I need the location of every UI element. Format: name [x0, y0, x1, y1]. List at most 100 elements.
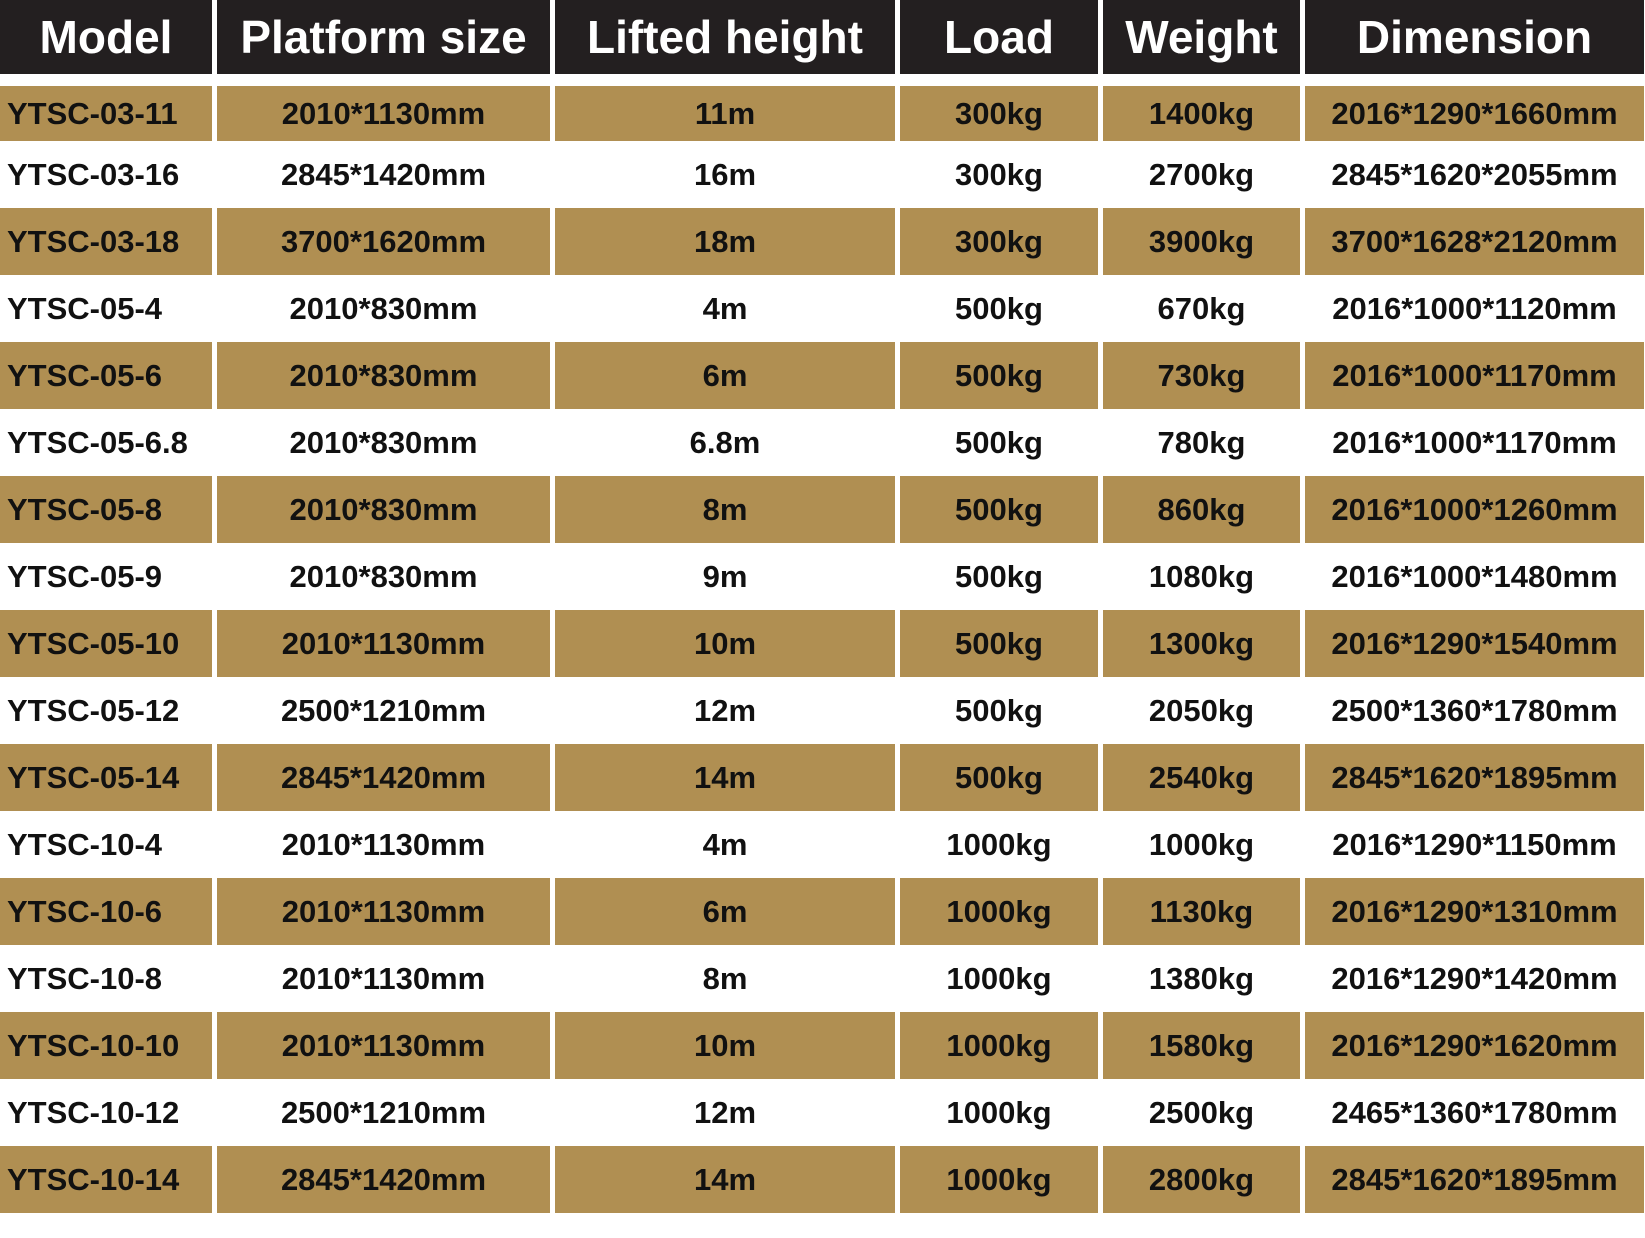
column-header: Dimension: [1305, 0, 1644, 74]
table-cell: 3700*1628*2120mm: [1305, 208, 1644, 275]
table-cell: 2016*1290*1660mm: [1305, 86, 1644, 141]
table-cell: 2500*1210mm: [280, 1094, 487, 1130]
table-cell: 8m: [555, 476, 895, 543]
column-header: Platform size: [217, 0, 550, 74]
table-cell: 2010*1130mm: [281, 826, 486, 862]
table-cell: 14m: [555, 744, 895, 811]
table-cell: YTSC-10-4: [7, 826, 163, 862]
table-cell: 16m: [693, 156, 757, 192]
table-cell: YTSC-05-8: [0, 476, 212, 543]
table-cell: 3700*1620mm: [217, 208, 550, 275]
table-cell: 10m: [555, 1012, 895, 1079]
column-header: Weight: [1103, 0, 1300, 74]
table-cell: 500kg: [900, 610, 1098, 677]
table-cell: 6m: [555, 342, 895, 409]
table-cell: 2845*1620*1895mm: [1305, 744, 1644, 811]
table-cell: 2010*1130mm: [217, 878, 550, 945]
table-cell: 2845*1420mm: [217, 1146, 550, 1213]
table-cell: YTSC-10-14: [0, 1146, 212, 1213]
table-cell: 500kg: [900, 476, 1098, 543]
spec-table: Model Platform size Lifted height Load Weigh…: [0, 0, 1644, 1213]
table-cell: 14m: [555, 1146, 895, 1213]
table-cell: 3900kg: [1103, 208, 1300, 275]
table-cell: YTSC-03-18: [0, 208, 212, 275]
table-cell: 9m: [702, 558, 748, 594]
table-cell: 500kg: [955, 558, 1043, 594]
table-cell: 2845*1620*2055mm: [1331, 156, 1618, 192]
table-cell: 2010*830mm: [289, 558, 478, 594]
table-cell: 1300kg: [1103, 610, 1300, 677]
table-cell: 1400kg: [1103, 86, 1300, 141]
table-cell: 2500*1360*1780mm: [1331, 692, 1618, 728]
table-cell: YTSC-05-6: [0, 342, 212, 409]
table-cell: 2500*1210mm: [280, 692, 487, 728]
table-cell: 2800kg: [1103, 1146, 1300, 1213]
table-cell: 300kg: [955, 156, 1043, 192]
table-cell: 2500kg: [1148, 1094, 1255, 1130]
table-cell: 1000kg: [946, 1094, 1052, 1130]
table-cell: 500kg: [955, 424, 1043, 460]
table-cell: 2845*1420mm: [217, 744, 550, 811]
table-cell: 300kg: [900, 208, 1098, 275]
table-cell: 6.8m: [689, 424, 761, 460]
table-cell: 2016*1000*1170mm: [1305, 342, 1644, 409]
table-cell: 2010*830mm: [289, 290, 478, 326]
table-cell: 1000kg: [900, 1012, 1098, 1079]
table-cell: YTSC-05-4: [7, 290, 163, 326]
table-cell: 4m: [702, 290, 748, 326]
table-cell: 500kg: [955, 692, 1043, 728]
table-cell: 18m: [555, 208, 895, 275]
table-cell: 500kg: [900, 342, 1098, 409]
table-cell: 11m: [555, 86, 895, 141]
table-cell: 2010*830mm: [217, 476, 550, 543]
table-cell: 1000kg: [900, 878, 1098, 945]
table-cell: YTSC-10-12: [7, 1094, 180, 1130]
table-cell: 730kg: [1103, 342, 1300, 409]
table-cell: 500kg: [955, 290, 1043, 326]
table-cell: 10m: [555, 610, 895, 677]
table-cell: 2010*1130mm: [281, 960, 486, 996]
table-cell: 1000kg: [946, 826, 1052, 862]
table-cell: 1130kg: [1103, 878, 1300, 945]
table-cell: 12m: [693, 1094, 757, 1130]
table-cell: 2845*1620*1895mm: [1305, 1146, 1644, 1213]
table-cell: 1000kg: [946, 960, 1052, 996]
column-header: Load: [900, 0, 1098, 74]
table-cell: YTSC-05-14: [0, 744, 212, 811]
table-cell: 2016*1000*1260mm: [1305, 476, 1644, 543]
table-cell: 1080kg: [1148, 558, 1255, 594]
table-cell: 2016*1000*1170mm: [1332, 424, 1617, 460]
column-header: Lifted height: [555, 0, 895, 74]
table-cell: 8m: [702, 960, 748, 996]
table-cell: 1000kg: [900, 1146, 1098, 1213]
table-cell: YTSC-05-9: [7, 558, 163, 594]
table-cell: YTSC-05-12: [7, 692, 180, 728]
table-cell: 2010*830mm: [289, 424, 478, 460]
table-cell: 500kg: [900, 744, 1098, 811]
table-cell: 2010*1130mm: [217, 610, 550, 677]
table-cell: 12m: [693, 692, 757, 728]
table-cell: 2016*1290*1620mm: [1305, 1012, 1644, 1079]
table-cell: 2016*1000*1120mm: [1332, 290, 1617, 326]
table-cell: 2016*1000*1480mm: [1331, 558, 1618, 594]
table-cell: 1000kg: [1148, 826, 1255, 862]
table-cell: YTSC-10-10: [0, 1012, 212, 1079]
table-cell: 2540kg: [1103, 744, 1300, 811]
table-cell: 2465*1360*1780mm: [1331, 1094, 1618, 1130]
table-cell: 300kg: [900, 86, 1098, 141]
table-cell: 2016*1290*1420mm: [1331, 960, 1618, 996]
table-cell: 2016*1290*1150mm: [1332, 826, 1617, 862]
table-cell: 780kg: [1157, 424, 1246, 460]
table-cell: YTSC-10-6: [0, 878, 212, 945]
table-cell: 2700kg: [1148, 156, 1255, 192]
table-cell: 6m: [555, 878, 895, 945]
table-cell: 1580kg: [1103, 1012, 1300, 1079]
table-cell: YTSC-03-11: [0, 86, 212, 141]
table-cell: 2010*830mm: [217, 342, 550, 409]
table-cell: 2010*1130mm: [217, 1012, 550, 1079]
table-cell: 2016*1290*1310mm: [1305, 878, 1644, 945]
table-cell: 670kg: [1157, 290, 1246, 326]
column-header: Model: [0, 0, 212, 74]
table-cell: 2845*1420mm: [280, 156, 487, 192]
